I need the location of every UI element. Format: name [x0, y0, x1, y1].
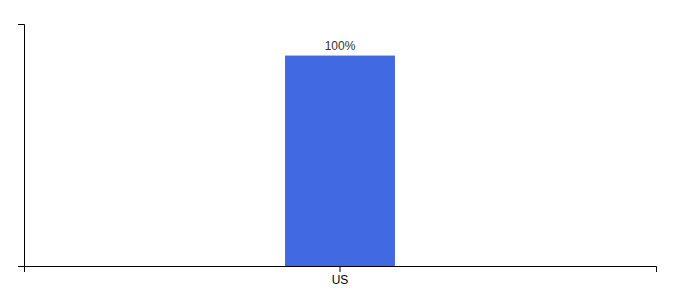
bars [285, 56, 395, 266]
y-axis-line [18, 25, 25, 267]
x-tick-label: US [332, 273, 349, 287]
chart-svg: US 100% [0, 0, 680, 300]
x-axis: US [25, 266, 657, 287]
data-label: 100% [325, 39, 356, 53]
x-axis-line [25, 267, 657, 273]
chart-container: US 100% [0, 0, 680, 300]
x-tick: US [332, 266, 349, 287]
x-tick-mark [340, 266, 341, 272]
data-labels: 100% [325, 39, 356, 53]
bar [285, 56, 395, 266]
y-axis [18, 25, 25, 267]
plot-area: US 100% [18, 25, 657, 287]
